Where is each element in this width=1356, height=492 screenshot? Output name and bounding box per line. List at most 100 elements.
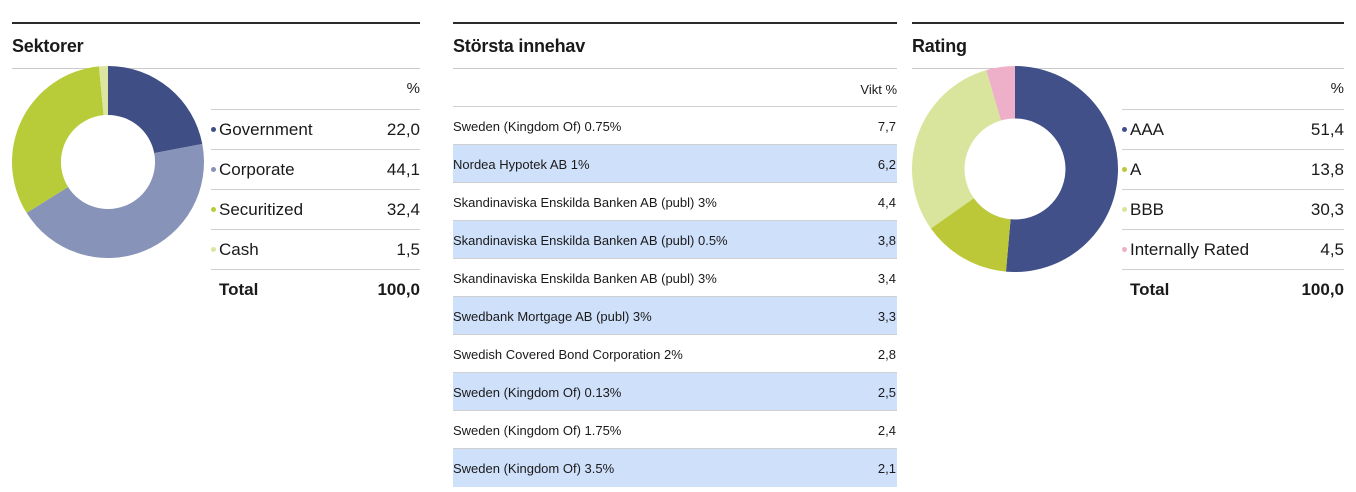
rating-slice-aaa xyxy=(1005,66,1118,272)
holdings-title: Största innehav xyxy=(453,36,586,56)
sectors-slice-government xyxy=(108,66,203,154)
rating-row-label: AAA xyxy=(1122,120,1164,140)
sectors-row-value: 1,5 xyxy=(396,240,420,259)
rating-table: % AAA 51,4 A 13,8 BBB 30,3 Internally Rated 4,5… xyxy=(1122,80,1344,300)
sectors-category-name: Government xyxy=(219,120,313,139)
rating-top-rule xyxy=(912,22,1344,24)
sectors-row-government: Government 22,0 xyxy=(211,109,420,150)
rating-total-row: Total 100,0 xyxy=(1122,269,1344,310)
rating-row-value: 4,5 xyxy=(1320,240,1344,259)
holding-name: Swedish Covered Bond Corporation 2% xyxy=(453,347,683,362)
holding-weight: 4,4 xyxy=(877,195,896,210)
holding-name: Nordea Hypotek AB 1% xyxy=(453,157,590,172)
rating-total-label: Total xyxy=(1130,280,1170,299)
holdings-row: Sweden (Kingdom Of) 0.13% 2,5 xyxy=(453,372,897,411)
rating-row-aaa: AAA 51,4 xyxy=(1122,109,1344,150)
holding-weight: 3,8 xyxy=(877,233,896,248)
rating-slice-a xyxy=(930,198,1011,272)
sectors-legend-bullet xyxy=(211,207,216,212)
sectors-row-corporate: Corporate 44,1 xyxy=(211,149,420,190)
sectors-donut-chart xyxy=(11,66,205,259)
holding-name: Skandinaviska Enskilda Banken AB (publ) … xyxy=(453,195,717,210)
rating-legend-bullet xyxy=(1122,167,1127,172)
rating-donut-chart xyxy=(912,66,1118,272)
sectors-category-name: Cash xyxy=(219,240,259,259)
rating-row-a: A 13,8 xyxy=(1122,149,1344,190)
sectors-category-name: Corporate xyxy=(219,160,295,179)
holdings-row: Sweden (Kingdom Of) 0.75% 7,7 xyxy=(453,106,897,145)
sectors-total-value: 100,0 xyxy=(377,280,420,299)
rating-legend-bullet xyxy=(1122,127,1127,132)
rating-category-name: BBB xyxy=(1130,200,1165,219)
holdings-row: Nordea Hypotek AB 1% 6,2 xyxy=(453,144,897,183)
sectors-row-cash: Cash 1,5 xyxy=(211,229,420,270)
rating-row-label: BBB xyxy=(1122,200,1164,220)
holding-name: Sweden (Kingdom Of) 0.13% xyxy=(453,385,622,400)
sectors-row-value: 32,4 xyxy=(386,200,420,219)
rating-row-label: Internally Rated xyxy=(1122,240,1249,260)
sectors-legend-bullet xyxy=(211,127,216,132)
sectors-top-rule xyxy=(12,22,420,24)
sectors-slice-corporate xyxy=(26,144,205,259)
holding-weight: 7,7 xyxy=(877,119,896,134)
holding-weight: 2,4 xyxy=(877,423,896,438)
rating-row-value: 30,3 xyxy=(1310,200,1344,219)
sectors-title: Sektorer xyxy=(12,36,84,56)
holdings-row: Swedish Covered Bond Corporation 2% 2,8 xyxy=(453,334,897,373)
sectors-slice-cash xyxy=(98,66,108,116)
sectors-row-label: Government xyxy=(211,120,313,140)
holdings-row: Sweden (Kingdom Of) 1.75% 2,4 xyxy=(453,410,897,449)
rating-category-name: A xyxy=(1130,160,1142,179)
holding-weight: 2,1 xyxy=(877,461,896,476)
rating-col-header: % xyxy=(1330,80,1344,97)
holding-weight: 2,8 xyxy=(877,347,896,362)
holdings-row: Sweden (Kingdom Of) 3.5% 2,1 xyxy=(453,448,897,487)
sectors-row-label: Securitized xyxy=(211,200,303,220)
holdings-top-rule xyxy=(453,22,897,24)
holdings-title-rule xyxy=(453,68,897,69)
rating-total-value: 100,0 xyxy=(1301,280,1344,299)
sectors-category-name: Securitized xyxy=(219,200,304,219)
holdings-row: Skandinaviska Enskilda Banken AB (publ) … xyxy=(453,258,897,297)
sectors-row-label: Corporate xyxy=(211,160,295,180)
holdings-col-header: Vikt % xyxy=(860,82,897,97)
rating-row-value: 51,4 xyxy=(1310,120,1344,139)
sectors-row-securitized: Securitized 32,4 xyxy=(211,189,420,230)
rating-row-label: A xyxy=(1122,160,1141,180)
rating-title-rule xyxy=(912,68,1344,69)
sectors-legend-bullet xyxy=(211,247,216,252)
holdings-row: Swedbank Mortgage AB (publ) 3% 3,3 xyxy=(453,296,897,335)
rating-legend-bullet xyxy=(1122,247,1127,252)
rating-category-name: AAA xyxy=(1130,120,1165,139)
rating-row-bbb: BBB 30,3 xyxy=(1122,189,1344,230)
sectors-title-rule xyxy=(12,68,420,69)
rating-slice-bbb xyxy=(912,70,1001,229)
holding-weight: 3,3 xyxy=(877,309,896,324)
rating-title: Rating xyxy=(912,36,967,56)
sectors-legend-bullet xyxy=(211,167,216,172)
holdings-row: Skandinaviska Enskilda Banken AB (publ) … xyxy=(453,220,897,259)
holding-name: Sweden (Kingdom Of) 3.5% xyxy=(453,461,615,476)
rating-category-name: Internally Rated xyxy=(1130,240,1250,259)
sectors-total-row: Total 100,0 xyxy=(211,269,420,310)
holdings-row: Skandinaviska Enskilda Banken AB (publ) … xyxy=(453,182,897,221)
holding-name: Skandinaviska Enskilda Banken AB (publ) … xyxy=(453,233,728,248)
holding-name: Sweden (Kingdom Of) 1.75% xyxy=(453,423,622,438)
sectors-row-label: Cash xyxy=(211,240,259,260)
sectors-row-value: 22,0 xyxy=(386,120,420,139)
rating-row-value: 13,8 xyxy=(1310,160,1344,179)
holding-weight: 3,4 xyxy=(877,271,896,286)
rating-row-internally-rated: Internally Rated 4,5 xyxy=(1122,229,1344,270)
holding-name: Sweden (Kingdom Of) 0.75% xyxy=(453,119,622,134)
holding-weight: 2,5 xyxy=(877,385,896,400)
rating-slice-internally-rated xyxy=(986,66,1015,121)
sectors-col-header: % xyxy=(406,80,420,97)
sectors-slice-securitized xyxy=(11,66,104,213)
holding-name: Swedbank Mortgage AB (publ) 3% xyxy=(453,309,652,324)
sectors-table: % Government 22,0 Corporate 44,1 Securitized… xyxy=(211,80,420,300)
sectors-row-value: 44,1 xyxy=(386,160,420,179)
sectors-total-label: Total xyxy=(219,280,259,299)
rating-legend-bullet xyxy=(1122,207,1127,212)
holding-weight: 6,2 xyxy=(877,157,896,172)
holding-name: Skandinaviska Enskilda Banken AB (publ) … xyxy=(453,271,717,286)
